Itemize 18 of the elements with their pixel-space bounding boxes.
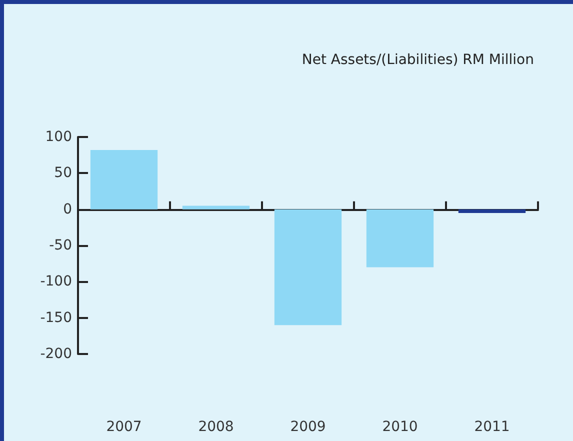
x-tick-label: 2011 (474, 419, 510, 435)
bar (274, 209, 342, 326)
chart-title: Net Assets/(Liabilities) RM Million (302, 52, 534, 68)
y-tick-label: 50 (54, 165, 72, 182)
y-tick-label: -150 (40, 310, 72, 326)
y-tick-label: -200 (40, 346, 72, 362)
bar (182, 206, 250, 210)
y-tick-label: -50 (49, 238, 72, 254)
x-tick-label: 2008 (198, 419, 234, 435)
x-tick-label: 2007 (106, 419, 142, 435)
bar (90, 150, 158, 210)
bar (458, 209, 526, 213)
y-tick-label: 0 (63, 201, 72, 218)
y-tick-label: 100 (45, 129, 72, 145)
bar (366, 209, 434, 268)
y-tick-label: -100 (40, 274, 72, 290)
x-tick-label: 2010 (382, 419, 418, 435)
x-tick-label: 2009 (290, 419, 326, 435)
